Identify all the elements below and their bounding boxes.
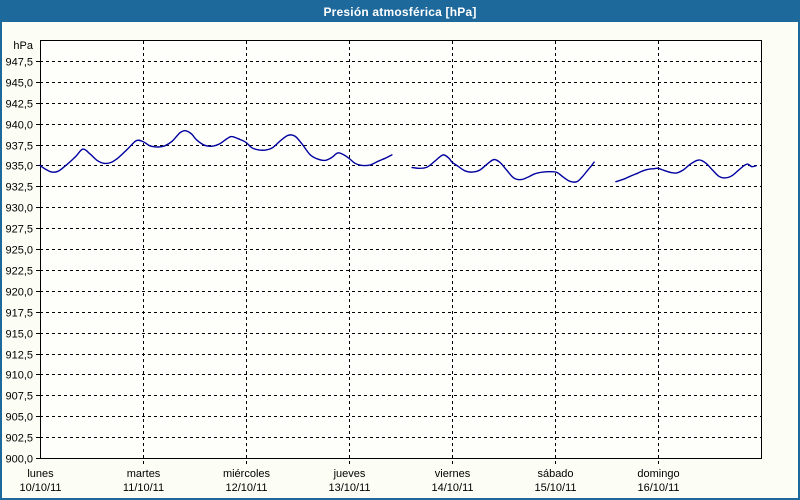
- day-label: viernes: [435, 468, 471, 480]
- day-label: sábado: [537, 468, 573, 480]
- date-label: 16/10/11: [637, 482, 679, 494]
- y-tick-label: 902,5: [5, 433, 33, 445]
- day-label: domingo: [637, 468, 679, 480]
- y-tick-label: 905,0: [5, 412, 33, 424]
- y-tick-label: 932,5: [5, 182, 33, 194]
- y-axis-unit-label: hPa: [13, 40, 33, 52]
- y-tick-label: 930,0: [5, 203, 33, 215]
- y-tick-label: 937,5: [5, 141, 33, 153]
- y-tick-label: 910,0: [5, 370, 33, 382]
- y-tick-label: 942,5: [5, 99, 33, 111]
- date-label: 12/10/11: [225, 482, 267, 494]
- day-label: jueves: [333, 468, 366, 480]
- y-tick-label: 935,0: [5, 161, 33, 173]
- y-tick-label: 915,0: [5, 329, 33, 341]
- date-label: 14/10/11: [431, 482, 473, 494]
- day-label: miércoles: [223, 468, 271, 480]
- day-label: lunes: [27, 468, 54, 480]
- pressure-line-segment: [615, 159, 757, 183]
- y-tick-label: 912,5: [5, 350, 33, 362]
- pressure-chart: 947,5 945,0 942,5 940,0 937,5 935,0 932,5 930,0…: [5, 40, 762, 494]
- pressure-line-segment: [411, 154, 595, 183]
- y-tick-label: 927,5: [5, 224, 33, 236]
- date-label: 10/10/11: [19, 482, 61, 494]
- date-label: 13/10/11: [328, 482, 370, 494]
- y-tick-label: 940,0: [5, 120, 33, 132]
- y-tick-label: 917,5: [5, 308, 33, 320]
- y-tick-label: 922,5: [5, 266, 33, 278]
- y-tick-label: 925,0: [5, 245, 33, 257]
- day-label: martes: [127, 468, 161, 480]
- window-titlebar: Presión atmosférica [hPa]: [2, 2, 798, 22]
- y-tick-label: 947,5: [5, 57, 33, 69]
- y-tick-label: 945,0: [5, 78, 33, 90]
- y-tick-label: 907,5: [5, 391, 33, 403]
- date-label: 15/10/11: [534, 482, 576, 494]
- window-title: Presión atmosférica [hPa]: [323, 5, 477, 19]
- pressure-line-segment: [39, 129, 393, 173]
- chart-region: 947,5 945,0 942,5 940,0 937,5 935,0 932,5 930,0…: [2, 22, 798, 498]
- y-tick-label: 900,0: [5, 454, 33, 466]
- y-tick-label: 920,0: [5, 287, 33, 299]
- date-label: 11/10/11: [123, 482, 164, 494]
